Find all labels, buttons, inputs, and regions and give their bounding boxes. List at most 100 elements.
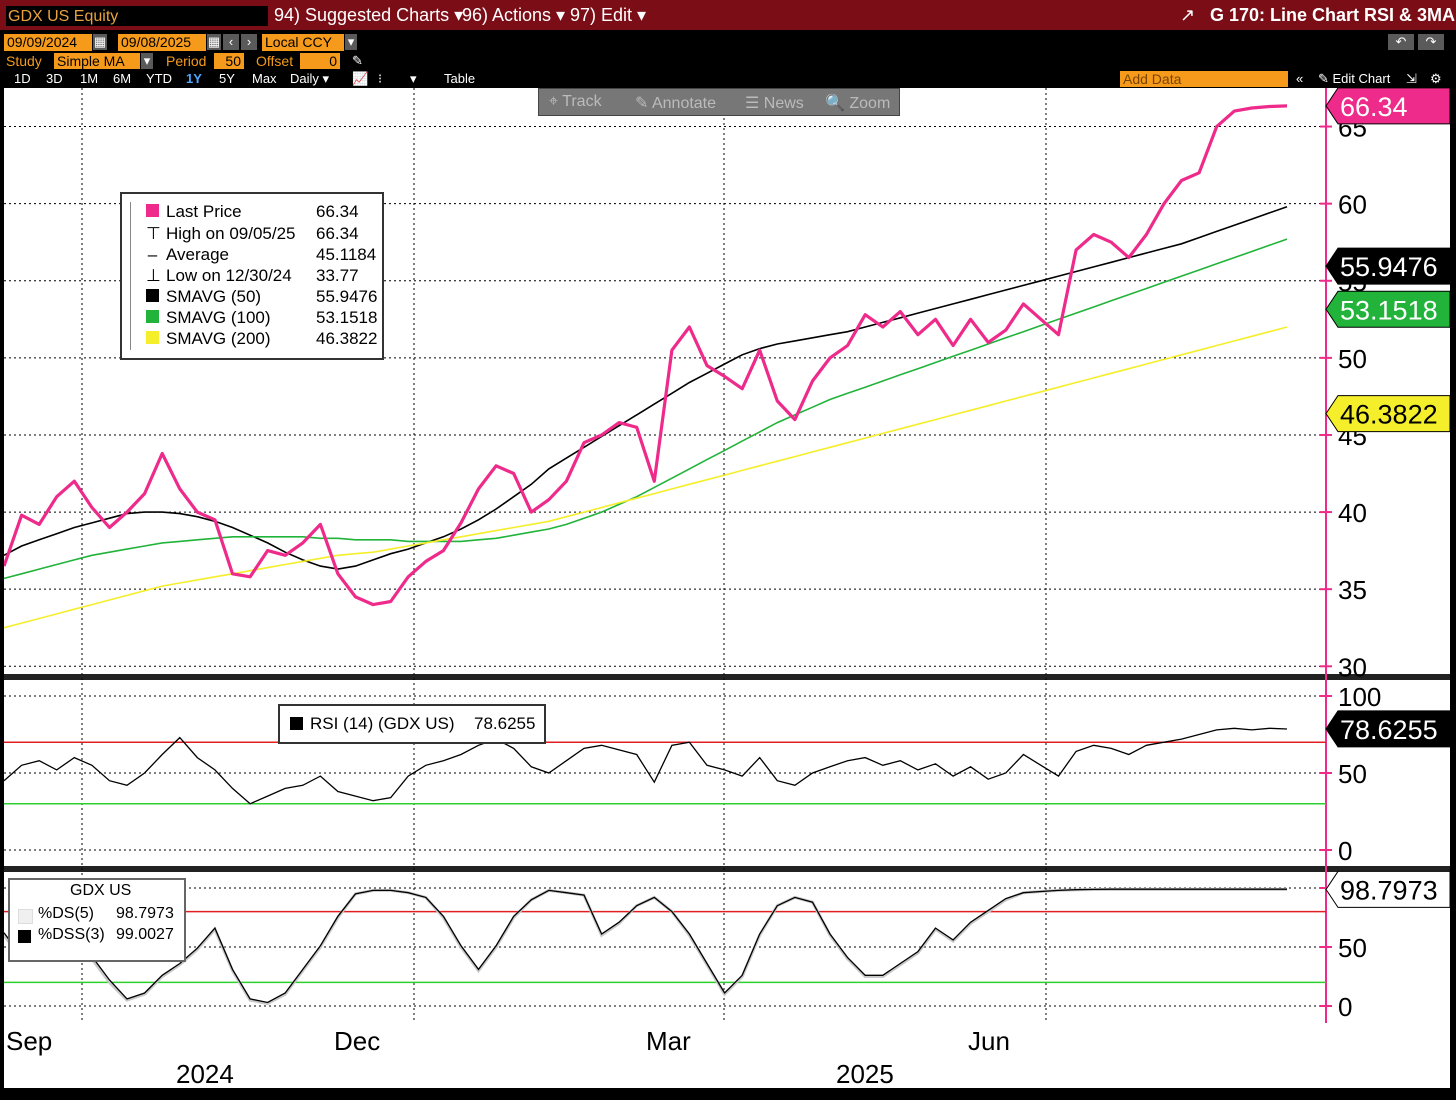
- chevron-down-icon[interactable]: ▾: [410, 71, 417, 86]
- date-row: 09/09/2024 ▦ 09/08/2025 ▦ ‹ › Local CCY …: [0, 32, 1456, 54]
- tf-ytd[interactable]: YTD: [146, 71, 172, 86]
- black-square-icon: [146, 289, 159, 302]
- study-label: Study: [6, 53, 42, 69]
- tf-1m[interactable]: 1M: [80, 71, 99, 86]
- rsi-panel: [3, 727, 1288, 805]
- tf-1y[interactable]: 1Y: [186, 71, 202, 86]
- start-date-field[interactable]: 09/09/2024: [4, 34, 92, 51]
- tf-6m[interactable]: 6M: [113, 71, 132, 86]
- stochastic-title: GDX US: [70, 882, 132, 899]
- legend-row: SMAVG (50) 55.9476: [126, 287, 377, 307]
- line-chart-icon[interactable]: 📈: [352, 71, 369, 86]
- y-tick-label: 100: [1338, 682, 1381, 712]
- legend-value: 33.77: [316, 266, 359, 285]
- panel-separator[interactable]: [4, 674, 1450, 680]
- rsi-line: [3, 727, 1288, 805]
- offset-label: Offset: [256, 53, 294, 69]
- add-data-field[interactable]: Add Data: [1120, 71, 1288, 87]
- average-icon: –: [147, 245, 158, 264]
- legend-label: Average: [166, 245, 230, 264]
- chevron-down-icon[interactable]: ▾: [345, 34, 357, 50]
- legend-value: 66.34: [316, 202, 359, 221]
- panel-separator[interactable]: [4, 866, 1450, 872]
- calendar-icon[interactable]: ▦: [93, 34, 107, 50]
- value-tag: 98.7973: [1325, 870, 1451, 908]
- value-tag-label: 66.34: [1340, 92, 1408, 122]
- rsi-legend-label: RSI (14) (GDX US): [310, 714, 455, 733]
- legend-value: 45.1184: [316, 245, 377, 264]
- legend-row: Last Price 66.34: [126, 202, 359, 222]
- collapse-icon[interactable]: «: [1296, 71, 1304, 86]
- suggested-charts-menu[interactable]: 94) Suggested Charts ▾: [274, 5, 464, 25]
- gear-icon[interactable]: ⚙: [1430, 71, 1442, 86]
- annotate-label: Annotate: [651, 95, 717, 112]
- ds-label: %DS(5): [38, 905, 95, 922]
- value-tags: 66.34 55.9476 53.1518 46.3822 78.6255 98.7973: [1325, 87, 1451, 908]
- track-button[interactable]: ⌖ Track: [549, 93, 602, 110]
- edit-chart-button[interactable]: ✎ Edit Chart: [1318, 71, 1391, 86]
- security-field[interactable]: GDX US Equity: [6, 6, 268, 26]
- legend-label: SMAVG (200): [166, 329, 271, 348]
- rsi-legend-value: 78.6255: [474, 714, 536, 733]
- redo-icon[interactable]: ↷: [1418, 34, 1444, 50]
- study-select[interactable]: Simple MA: [54, 53, 140, 69]
- legend-tree-line: [130, 202, 141, 350]
- legend-value: 55.9476: [316, 287, 378, 306]
- value-tag: 55.9476: [1325, 247, 1451, 285]
- next-arrow-icon[interactable]: ›: [241, 34, 257, 50]
- frequency-select[interactable]: Daily ▾: [290, 71, 330, 86]
- table-button[interactable]: Table: [444, 71, 476, 86]
- period-field[interactable]: 50: [214, 53, 244, 69]
- value-tag-label: 53.1518: [1340, 295, 1438, 325]
- y-tick-label: 60: [1338, 190, 1367, 220]
- expand-icon[interactable]: ⇲: [1406, 71, 1417, 86]
- tf-max[interactable]: Max: [252, 71, 277, 86]
- stochastic-legend[interactable]: GDX US %DS(5) 98.7973 %DSS(3) 99.0027: [8, 878, 186, 962]
- value-tag-label: 78.6255: [1340, 715, 1438, 745]
- calendar-icon[interactable]: ▦: [207, 34, 221, 50]
- tf-1d[interactable]: 1D: [14, 71, 31, 86]
- actions-menu[interactable]: 96) Actions ▾: [462, 5, 566, 25]
- bar-chart-icon[interactable]: ⁝: [378, 71, 383, 86]
- value-tag-label: 46.3822: [1340, 400, 1438, 430]
- legend-value: 66.34: [316, 224, 359, 243]
- undo-icon[interactable]: ↶: [1388, 34, 1414, 50]
- currency-select[interactable]: Local CCY: [262, 34, 344, 51]
- high-icon: ⊤: [146, 224, 161, 243]
- x-tick-label: Dec: [334, 1026, 380, 1056]
- chart-area[interactable]: 3035404550556065050100050100 66.3455.947…: [2, 87, 1451, 1089]
- x-tick-label: Sep: [6, 1026, 52, 1056]
- price-legend[interactable]: Last Price 66.34 ⊤ High on 09/05/25 66.3…: [120, 192, 384, 360]
- y-tick-label: 35: [1338, 575, 1367, 605]
- chart-name: G 170: Line Chart RSI & 3MA: [1210, 5, 1456, 25]
- last-price-line: [2, 104, 1288, 607]
- edit-menu[interactable]: 97) Edit ▾: [570, 5, 647, 25]
- value-tag: 78.6255: [1325, 710, 1451, 748]
- rsi-legend[interactable]: RSI (14) (GDX US) 78.6255: [278, 704, 546, 744]
- legend-row: SMAVG (200) 46.3822: [126, 329, 377, 349]
- stochastic-panel: [2, 887, 1287, 1006]
- zoom-label: Zoom: [849, 95, 891, 112]
- news-button[interactable]: ☰ News: [745, 95, 804, 112]
- chevron-down-icon[interactable]: ▾: [141, 53, 153, 69]
- tf-3d[interactable]: 3D: [46, 71, 63, 86]
- low-icon: ⊥: [146, 266, 161, 285]
- legend-label: High on 09/05/25: [166, 224, 296, 243]
- zoom-button[interactable]: 🔍 Zoom: [825, 95, 891, 112]
- year-label: 2025: [836, 1059, 894, 1088]
- end-date-field[interactable]: 09/08/2025: [118, 34, 206, 51]
- legend-value: 46.3822: [316, 329, 378, 348]
- prev-arrow-icon[interactable]: ‹: [223, 34, 239, 50]
- moving-average-lines: [3, 205, 1288, 629]
- tf-5y[interactable]: 5Y: [219, 71, 235, 86]
- y-tick-label: 50: [1338, 344, 1367, 374]
- legend-row: SMAVG (100) 53.1518: [126, 308, 377, 328]
- pencil-icon[interactable]: ✎: [352, 53, 363, 68]
- y-tick-label: 0: [1338, 992, 1352, 1022]
- annotate-button[interactable]: ✎ Annotate: [635, 95, 717, 112]
- legend-label: Last Price: [166, 202, 242, 221]
- offset-field[interactable]: 0: [300, 53, 340, 69]
- track-label: Track: [562, 93, 602, 110]
- external-link-icon[interactable]: ↗: [1180, 5, 1196, 25]
- pink-square-icon: [146, 204, 159, 217]
